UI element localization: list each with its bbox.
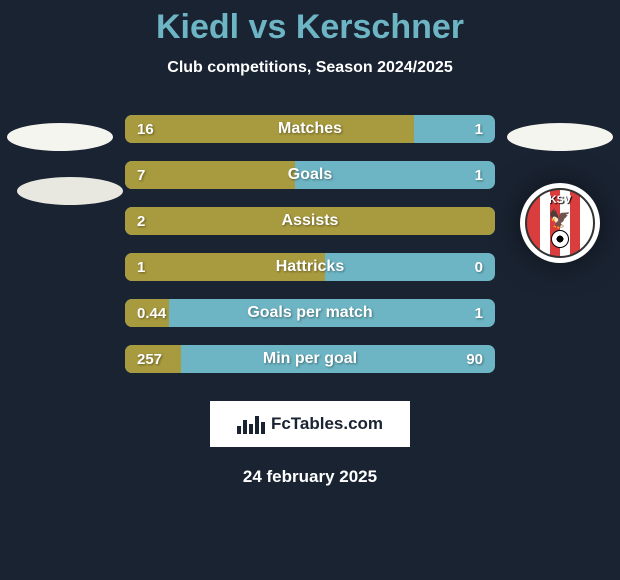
- title: Kiedl vs Kerschner: [156, 8, 464, 47]
- stat-row-hattricks: 1 Hattricks 0: [125, 253, 495, 281]
- stat-label: Matches: [125, 120, 495, 138]
- stat-row-assists: 2 Assists: [125, 207, 495, 235]
- stat-row-gpm: 0.44 Goals per match 1: [125, 299, 495, 327]
- stat-row-matches: 16 Matches 1: [125, 115, 495, 143]
- stat-right-value: 1: [475, 121, 483, 138]
- fctables-badge: FcTables.com: [210, 401, 410, 447]
- stat-label: Assists: [125, 212, 495, 230]
- stat-right-value: 90: [466, 351, 483, 368]
- bar-chart-icon: [237, 414, 265, 434]
- stat-right-value: 1: [475, 305, 483, 322]
- stat-right-value: 1: [475, 167, 483, 184]
- stat-right-value: 0: [475, 259, 483, 276]
- stat-row-mpg: 257 Min per goal 90: [125, 345, 495, 373]
- stat-label: Hattricks: [125, 258, 495, 276]
- team-logo-placeholder-left-1: [7, 123, 113, 151]
- stat-label: Goals per match: [125, 304, 495, 322]
- date-text: 24 february 2025: [243, 467, 377, 487]
- team-logo-placeholder-left-2: [17, 177, 123, 205]
- stats-area: KSV 🦅 16 Matches 1 7 Goals 1 2 Assi: [0, 115, 620, 373]
- subtitle: Club competitions, Season 2024/2025: [167, 59, 452, 77]
- fctables-text: FcTables.com: [271, 414, 383, 434]
- club-badge-code: KSV: [549, 194, 572, 206]
- team-logo-placeholder-right-1: [507, 123, 613, 151]
- stat-label: Min per goal: [125, 350, 495, 368]
- comparison-infographic: Kiedl vs Kerschner Club competitions, Se…: [0, 0, 620, 580]
- club-badge-stripes: KSV 🦅: [525, 188, 595, 258]
- club-badge: KSV 🦅: [520, 183, 600, 263]
- stat-label: Goals: [125, 166, 495, 184]
- stat-row-goals: 7 Goals 1: [125, 161, 495, 189]
- football-icon: [551, 230, 569, 248]
- eagle-icon: 🦅: [540, 210, 580, 230]
- stat-bars: 16 Matches 1 7 Goals 1 2 Assists 1 Hattr…: [125, 115, 495, 373]
